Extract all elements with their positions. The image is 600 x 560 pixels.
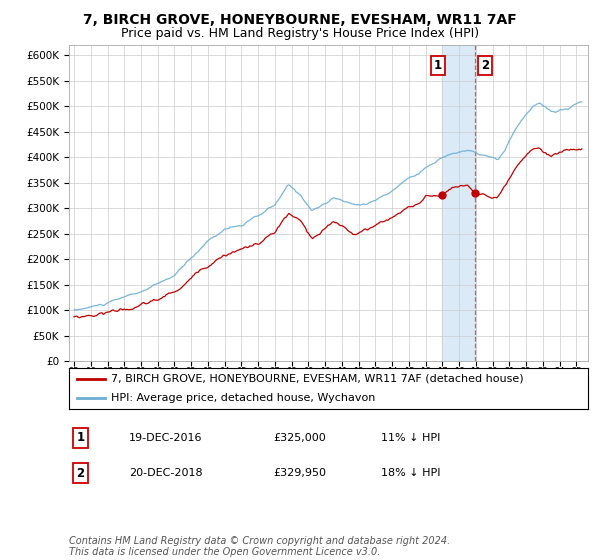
Text: 20-DEC-2018: 20-DEC-2018 (129, 468, 203, 478)
Text: 18% ↓ HPI: 18% ↓ HPI (381, 468, 440, 478)
Text: Price paid vs. HM Land Registry's House Price Index (HPI): Price paid vs. HM Land Registry's House … (121, 27, 479, 40)
Text: HPI: Average price, detached house, Wychavon: HPI: Average price, detached house, Wych… (110, 393, 375, 403)
Text: 2: 2 (76, 466, 85, 480)
Text: 2: 2 (481, 59, 490, 72)
Text: 1: 1 (434, 59, 442, 72)
Text: £329,950: £329,950 (273, 468, 326, 478)
Text: 7, BIRCH GROVE, HONEYBOURNE, EVESHAM, WR11 7AF (detached house): 7, BIRCH GROVE, HONEYBOURNE, EVESHAM, WR… (110, 374, 523, 384)
Text: 1: 1 (76, 431, 85, 445)
Text: 19-DEC-2016: 19-DEC-2016 (129, 433, 203, 443)
Text: 11% ↓ HPI: 11% ↓ HPI (381, 433, 440, 443)
Text: £325,000: £325,000 (273, 433, 326, 443)
Text: Contains HM Land Registry data © Crown copyright and database right 2024.
This d: Contains HM Land Registry data © Crown c… (69, 535, 450, 557)
Bar (442, 45, 475, 361)
Text: 7, BIRCH GROVE, HONEYBOURNE, EVESHAM, WR11 7AF: 7, BIRCH GROVE, HONEYBOURNE, EVESHAM, WR… (83, 13, 517, 27)
